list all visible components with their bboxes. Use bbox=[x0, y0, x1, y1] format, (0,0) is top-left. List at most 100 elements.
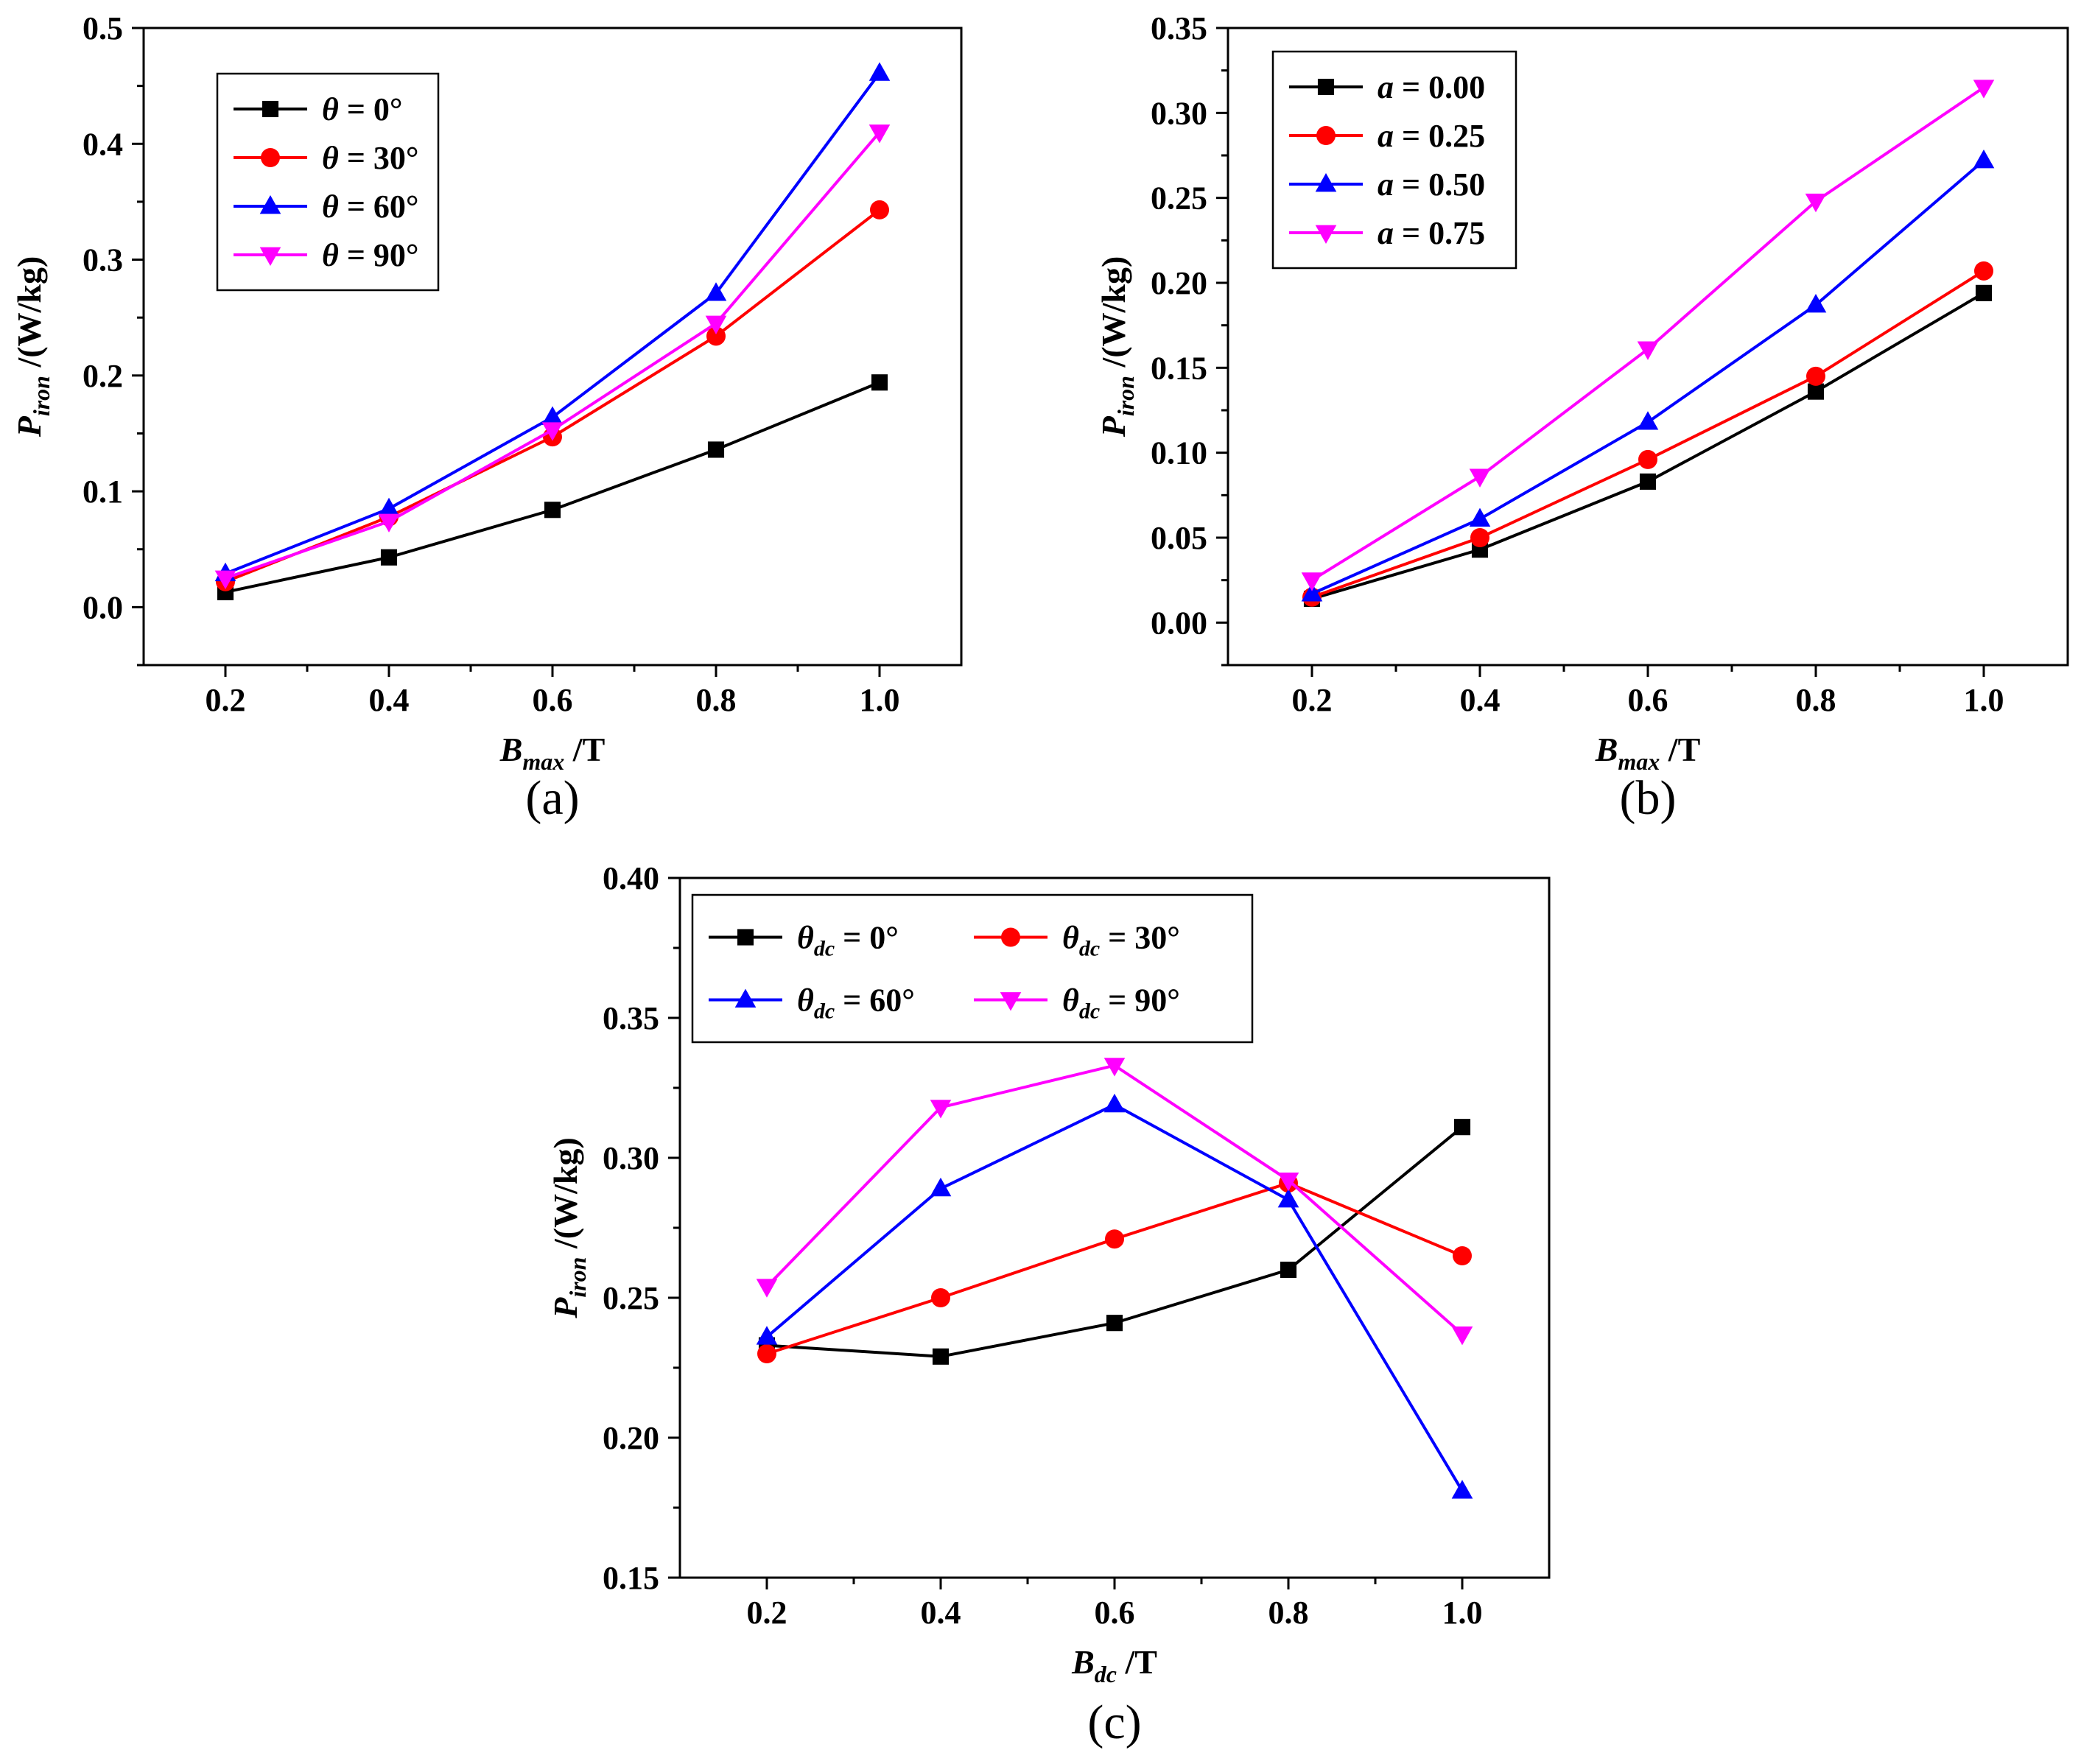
legend-label: θ = 30° bbox=[322, 140, 419, 176]
data-point bbox=[1974, 261, 1993, 281]
y-tick-label: 0.10 bbox=[1151, 435, 1207, 471]
x-tick-label: 1.0 bbox=[1964, 682, 2004, 718]
y-axis-label: Piron /(W/kg) bbox=[1095, 256, 1139, 438]
legend-label: a = 0.00 bbox=[1378, 69, 1485, 105]
x-axis-label: Bdc /T bbox=[1071, 1643, 1157, 1687]
data-point bbox=[1469, 468, 1491, 488]
data-point bbox=[868, 62, 891, 81]
data-point bbox=[1806, 366, 1825, 386]
legend-item-3: θdc = 60° bbox=[709, 983, 915, 1024]
legend-item-4: θdc = 90° bbox=[974, 983, 1180, 1024]
y-tick-label: 0.15 bbox=[603, 1560, 659, 1596]
legend-item-1: a = 0.00 bbox=[1289, 69, 1485, 105]
legend-label: a = 0.50 bbox=[1378, 166, 1485, 203]
y-axis-label: Piron /(W/kg) bbox=[10, 256, 55, 438]
legend-box bbox=[691, 893, 1254, 1044]
legend-marker bbox=[1315, 225, 1337, 244]
x-tick-label: 0.6 bbox=[533, 682, 573, 718]
data-point bbox=[871, 374, 888, 391]
legend-item-3: a = 0.50 bbox=[1289, 166, 1485, 203]
legend-marker bbox=[262, 100, 279, 118]
y-axis-label: Piron /(W/kg) bbox=[547, 1137, 591, 1319]
legend-item-4: a = 0.75 bbox=[1289, 215, 1485, 251]
legend-marker bbox=[1001, 927, 1020, 947]
data-point bbox=[1453, 1119, 1471, 1136]
data-point bbox=[707, 441, 725, 458]
x-tick-label: 0.6 bbox=[1095, 1595, 1135, 1631]
data-point bbox=[1637, 341, 1659, 360]
x-tick-label: 0.4 bbox=[921, 1595, 961, 1631]
chart-panel-a: 0.2 0.4 0.6 0.8 1.0 0.0 0.1 0.2 0.3 0.4 0.5 Bmax /T… bbox=[10, 10, 963, 825]
legend-marker bbox=[1317, 78, 1335, 96]
data-point bbox=[541, 406, 564, 425]
data-point bbox=[1301, 572, 1323, 591]
legend-marker bbox=[259, 247, 281, 266]
data-point bbox=[1973, 149, 1995, 169]
x-tick-label: 0.2 bbox=[747, 1595, 787, 1631]
legend-item-4: θ = 90° bbox=[234, 237, 419, 273]
legend-item-2: a = 0.25 bbox=[1289, 118, 1485, 154]
data-point bbox=[1639, 473, 1657, 490]
legend-marker bbox=[1316, 126, 1336, 145]
x-tick-label: 0.4 bbox=[1460, 682, 1501, 718]
series-2 bbox=[757, 1173, 1472, 1363]
data-point bbox=[378, 497, 400, 517]
legend-marker bbox=[734, 988, 757, 1008]
y-tick-label: 0.20 bbox=[1151, 265, 1207, 301]
y-tick-label: 0.25 bbox=[1151, 180, 1207, 217]
legend-item-2: θdc = 30° bbox=[974, 920, 1180, 961]
series-2 bbox=[1302, 261, 1993, 607]
legend-item-2: θ = 30° bbox=[234, 140, 419, 176]
y-tick-label: 0.2 bbox=[83, 358, 123, 394]
legend-item-1: θdc = 0° bbox=[709, 920, 899, 961]
x-axis-label: Bmax /T bbox=[499, 731, 606, 775]
y-tick-label: 0.05 bbox=[1151, 520, 1207, 556]
x-tick-label: 0.2 bbox=[206, 682, 246, 718]
data-point bbox=[756, 1326, 778, 1345]
x-tick-label: 0.6 bbox=[1628, 682, 1668, 718]
y-tick-label: 0.5 bbox=[83, 10, 123, 46]
legend-label: θdc = 30° bbox=[1062, 920, 1180, 961]
data-point bbox=[1805, 193, 1827, 213]
legend: a = 0.00 a = 0.25 a = 0.50 a = 0.75 bbox=[1271, 50, 1517, 270]
data-point bbox=[1451, 1480, 1473, 1499]
panel-label: (b) bbox=[1620, 771, 1677, 825]
x-tick-label: 0.4 bbox=[369, 682, 410, 718]
legend-label: a = 0.25 bbox=[1378, 118, 1485, 154]
data-point bbox=[868, 124, 891, 144]
data-point bbox=[1280, 1261, 1297, 1279]
data-point bbox=[1451, 1326, 1473, 1346]
data-point bbox=[541, 422, 564, 441]
data-point bbox=[930, 1177, 952, 1197]
legend: θdc = 0° θdc = 30° θdc = 60° θdc = 90° bbox=[691, 893, 1254, 1044]
series-4 bbox=[756, 1058, 1473, 1346]
x-tick-label: 0.8 bbox=[1268, 1595, 1309, 1631]
legend-marker bbox=[737, 929, 754, 946]
series-4 bbox=[1301, 80, 1995, 591]
data-point bbox=[1301, 583, 1323, 602]
data-point bbox=[1805, 294, 1827, 313]
series-3 bbox=[214, 62, 891, 582]
x-axis-label: Bmax /T bbox=[1595, 731, 1701, 775]
data-point bbox=[544, 502, 561, 519]
legend-marker bbox=[259, 195, 281, 214]
data-point bbox=[870, 200, 889, 219]
data-point bbox=[1470, 528, 1489, 547]
data-point bbox=[931, 1288, 950, 1307]
legend-item-3: θ = 60° bbox=[234, 189, 419, 225]
y-tick-label: 0.35 bbox=[603, 1000, 659, 1036]
y-tick-label: 0.4 bbox=[83, 126, 123, 162]
y-tick-label: 0.15 bbox=[1151, 350, 1207, 386]
panel-label: (a) bbox=[525, 771, 579, 825]
chart-panel-c: 0.2 0.4 0.6 0.8 1.0 0.15 0.20 0.25 0.30 0.35 0.40 B… bbox=[547, 860, 1551, 1749]
y-tick-label: 0.30 bbox=[603, 1140, 659, 1176]
x-tick-label: 0.8 bbox=[1796, 682, 1836, 718]
data-point bbox=[378, 513, 400, 533]
series-3 bbox=[1301, 149, 1995, 602]
legend-label: θ = 90° bbox=[322, 237, 419, 273]
legend-marker bbox=[1315, 173, 1337, 192]
series-line bbox=[1311, 292, 1985, 600]
data-point bbox=[1637, 411, 1659, 430]
legend-label: θ = 60° bbox=[322, 189, 419, 225]
